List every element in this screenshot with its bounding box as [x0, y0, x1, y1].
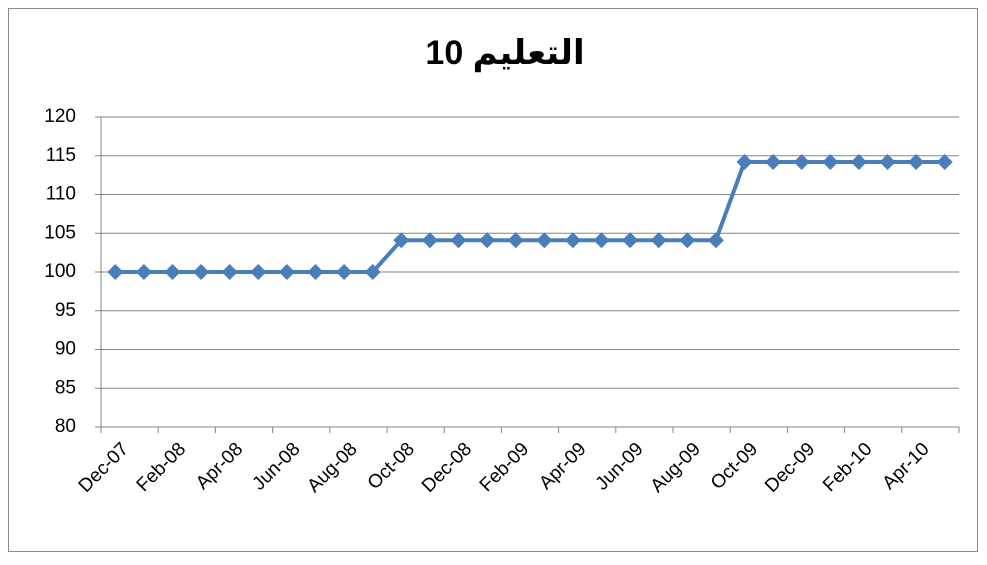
data-point [622, 232, 639, 249]
data-point [793, 153, 810, 170]
data-point [908, 153, 925, 170]
data-point [507, 232, 524, 249]
y-tick-label: 120 [44, 106, 76, 127]
y-tick-label: 95 [55, 300, 76, 321]
data-point [765, 153, 782, 170]
y-tick-label: 90 [55, 339, 76, 360]
data-point [364, 264, 381, 280]
data-point [393, 232, 410, 249]
data-point [679, 232, 696, 249]
data-point [650, 232, 667, 249]
data-point [250, 264, 267, 280]
data-point [336, 264, 353, 280]
data-point [879, 153, 896, 170]
data-point [221, 264, 238, 280]
chart-title: التعليم 10 [425, 34, 584, 73]
chart-border [8, 8, 978, 552]
data-point [107, 264, 124, 280]
data-point [707, 232, 724, 249]
data-point [193, 264, 210, 280]
data-point [278, 264, 295, 280]
y-tick-label: 80 [55, 416, 76, 437]
data-point [135, 264, 152, 280]
y-tick-label: 100 [44, 261, 76, 282]
data-point [164, 264, 181, 280]
data-point [564, 232, 581, 249]
y-tick-label: 85 [55, 377, 76, 398]
y-tick-label: 115 [46, 145, 76, 166]
data-point [736, 153, 753, 170]
data-point [536, 232, 553, 249]
data-point [593, 232, 610, 249]
data-point [822, 153, 839, 170]
data-point [307, 264, 324, 280]
data-point [850, 153, 867, 170]
y-tick-label: 110 [46, 184, 76, 205]
data-point [936, 153, 953, 170]
data-point [450, 232, 467, 249]
data-point [479, 232, 496, 249]
data-point [421, 232, 438, 249]
y-tick-label: 105 [44, 222, 76, 243]
